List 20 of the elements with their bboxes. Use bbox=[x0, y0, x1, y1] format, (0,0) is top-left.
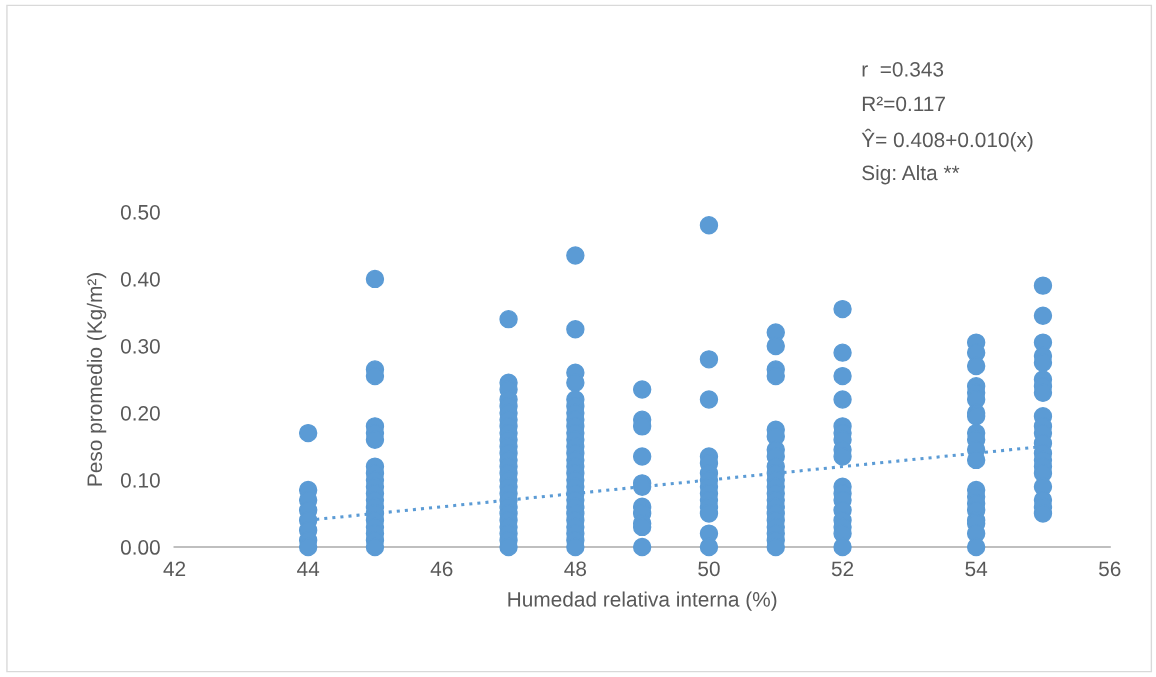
y-tick-label: 0.50 bbox=[120, 204, 160, 220]
x-tick-label: 48 bbox=[564, 561, 587, 577]
x-tick-label: 46 bbox=[430, 561, 453, 577]
x-tick-label: 52 bbox=[831, 561, 854, 577]
x-tick-label: 56 bbox=[1099, 561, 1121, 577]
x-tick-label: 50 bbox=[698, 561, 720, 577]
x-tick-label: 54 bbox=[965, 561, 988, 577]
x-tick-label: 44 bbox=[297, 561, 320, 576]
y-tick-label: 0.40 bbox=[120, 271, 160, 287]
text: R²=0.117 bbox=[862, 96, 945, 112]
y-tick-label: 0.10 bbox=[120, 472, 160, 488]
text: r =0.343 bbox=[862, 61, 944, 77]
y-tick-label: 0.00 bbox=[120, 540, 160, 555]
x-axis-title: Humedad relativa interna (%) bbox=[508, 591, 777, 611]
text: Ŷ= 0.408+0.010(x) bbox=[861, 128, 1033, 152]
y-axis-title: Peso promedio (Kg/m²) bbox=[86, 273, 107, 486]
y-tick-label: 0.30 bbox=[120, 338, 160, 354]
x-tick-label: 42 bbox=[163, 561, 186, 576]
y-tick-label: 0.20 bbox=[120, 405, 160, 421]
text: Sig: Alta ** bbox=[862, 164, 960, 185]
